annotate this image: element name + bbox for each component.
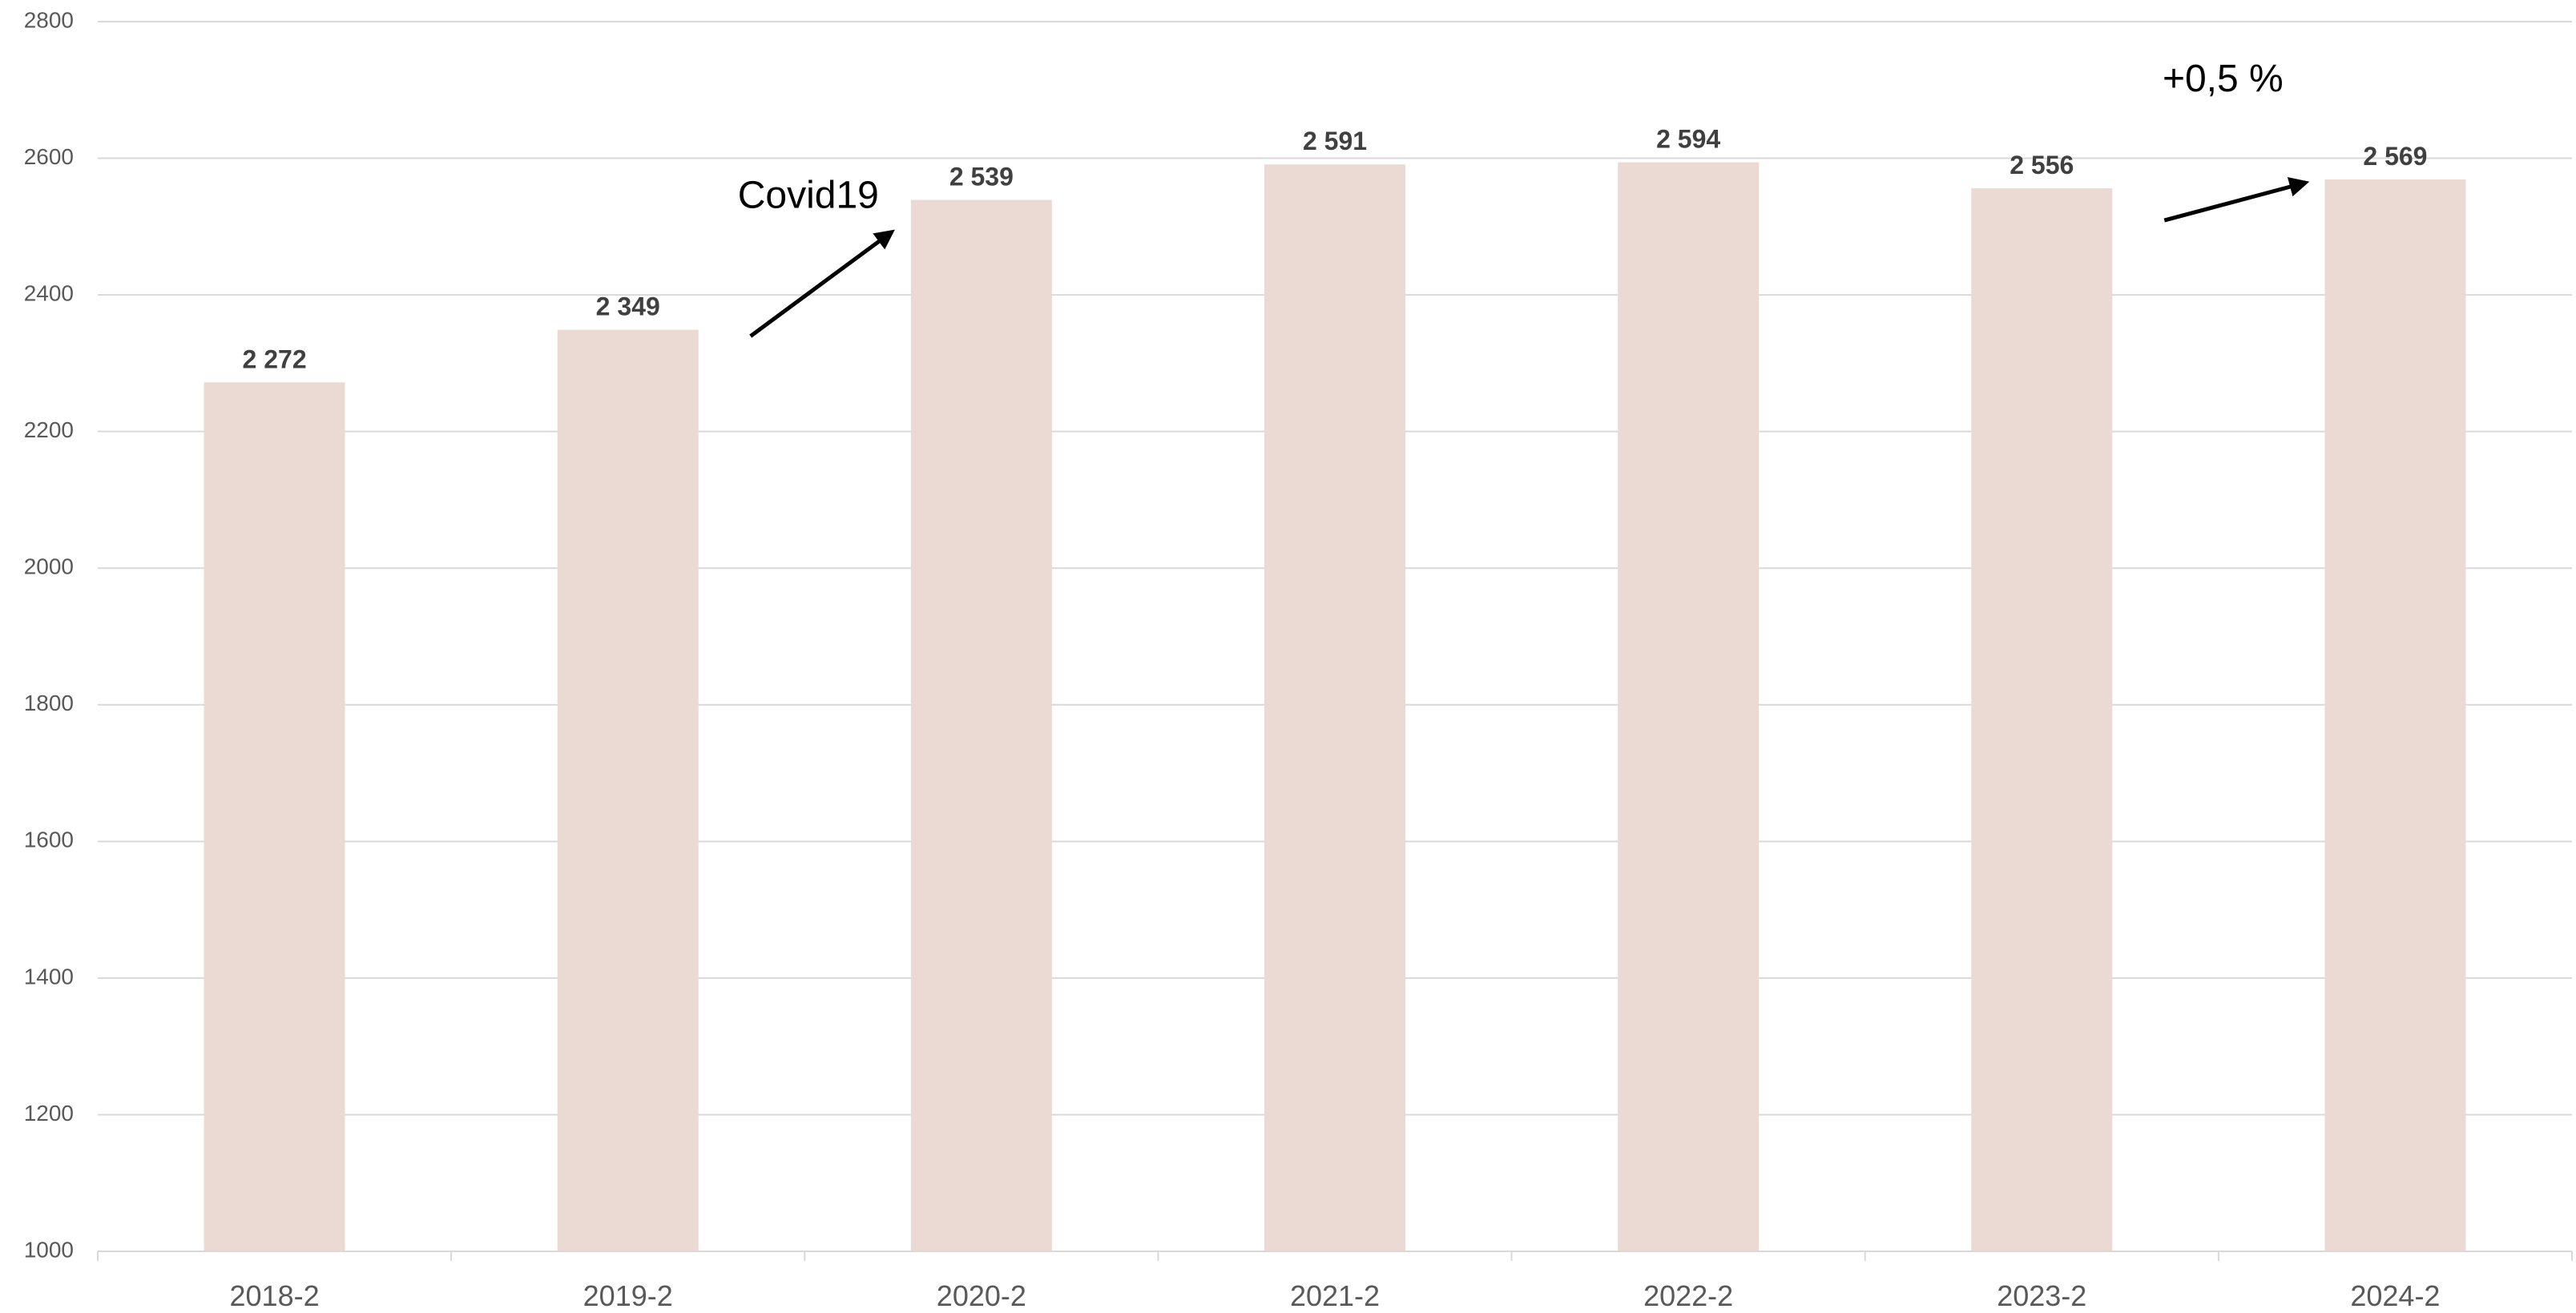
x-tick-label: 2022-2 xyxy=(1643,1279,1733,1312)
bars xyxy=(204,162,2466,1252)
data-label: 2 556 xyxy=(2010,151,2074,179)
y-tick-label: 1000 xyxy=(24,1237,74,1262)
y-tick-label: 1400 xyxy=(24,964,74,989)
bar-2020-2 xyxy=(910,199,1052,1252)
annotations: Covid19 +0,5 % xyxy=(738,58,2310,338)
x-tick-label: 2020-2 xyxy=(937,1279,1026,1312)
x-tick-label: 2024-2 xyxy=(2350,1279,2440,1312)
y-tick-label: 2800 xyxy=(24,7,74,32)
annotation-label: Covid19 xyxy=(738,175,879,217)
bar-2022-2 xyxy=(1618,162,1760,1251)
bar-2023-2 xyxy=(1971,188,2113,1252)
data-label: 2 591 xyxy=(1303,127,1367,155)
y-tick-label: 2000 xyxy=(24,554,74,579)
data-label: 2 594 xyxy=(1656,125,1720,154)
y-tick-label: 2600 xyxy=(24,144,74,169)
bar-2021-2 xyxy=(1264,164,1405,1251)
data-labels: 2 272 2 349 2 539 2 591 2 594 2 556 2 569 xyxy=(243,125,2428,374)
y-tick-label: 1600 xyxy=(24,828,74,852)
annotation-arrow xyxy=(2163,177,2310,223)
y-tick-label: 2400 xyxy=(24,281,74,306)
data-label: 2 272 xyxy=(243,344,307,373)
bar-2018-2 xyxy=(204,382,345,1252)
bar-2024-2 xyxy=(2324,179,2466,1251)
data-label: 2 539 xyxy=(949,163,1014,191)
data-label: 2 569 xyxy=(2363,142,2427,171)
bar-2019-2 xyxy=(557,329,699,1251)
x-tick-label: 2018-2 xyxy=(230,1279,320,1312)
x-tick-label: 2019-2 xyxy=(583,1279,673,1312)
y-tick-label: 2200 xyxy=(24,417,74,442)
x-tick-label: 2021-2 xyxy=(1290,1279,1380,1312)
x-axis-labels: 2018-2 2019-2 2020-2 2021-2 2022-2 2023-2 2024… xyxy=(230,1279,2441,1312)
annotation-arrow xyxy=(749,229,895,338)
x-tick-label: 2023-2 xyxy=(1997,1279,2086,1312)
annotation-label: +0,5 % xyxy=(2163,58,2284,100)
y-tick-label: 1200 xyxy=(24,1101,74,1126)
y-tick-label: 1800 xyxy=(24,691,74,715)
y-axis-labels: 1000 1200 1400 1600 1800 2000 2200 2400 2600 2800 xyxy=(24,7,74,1262)
x-axis xyxy=(97,1251,2573,1261)
data-label: 2 349 xyxy=(596,292,660,321)
